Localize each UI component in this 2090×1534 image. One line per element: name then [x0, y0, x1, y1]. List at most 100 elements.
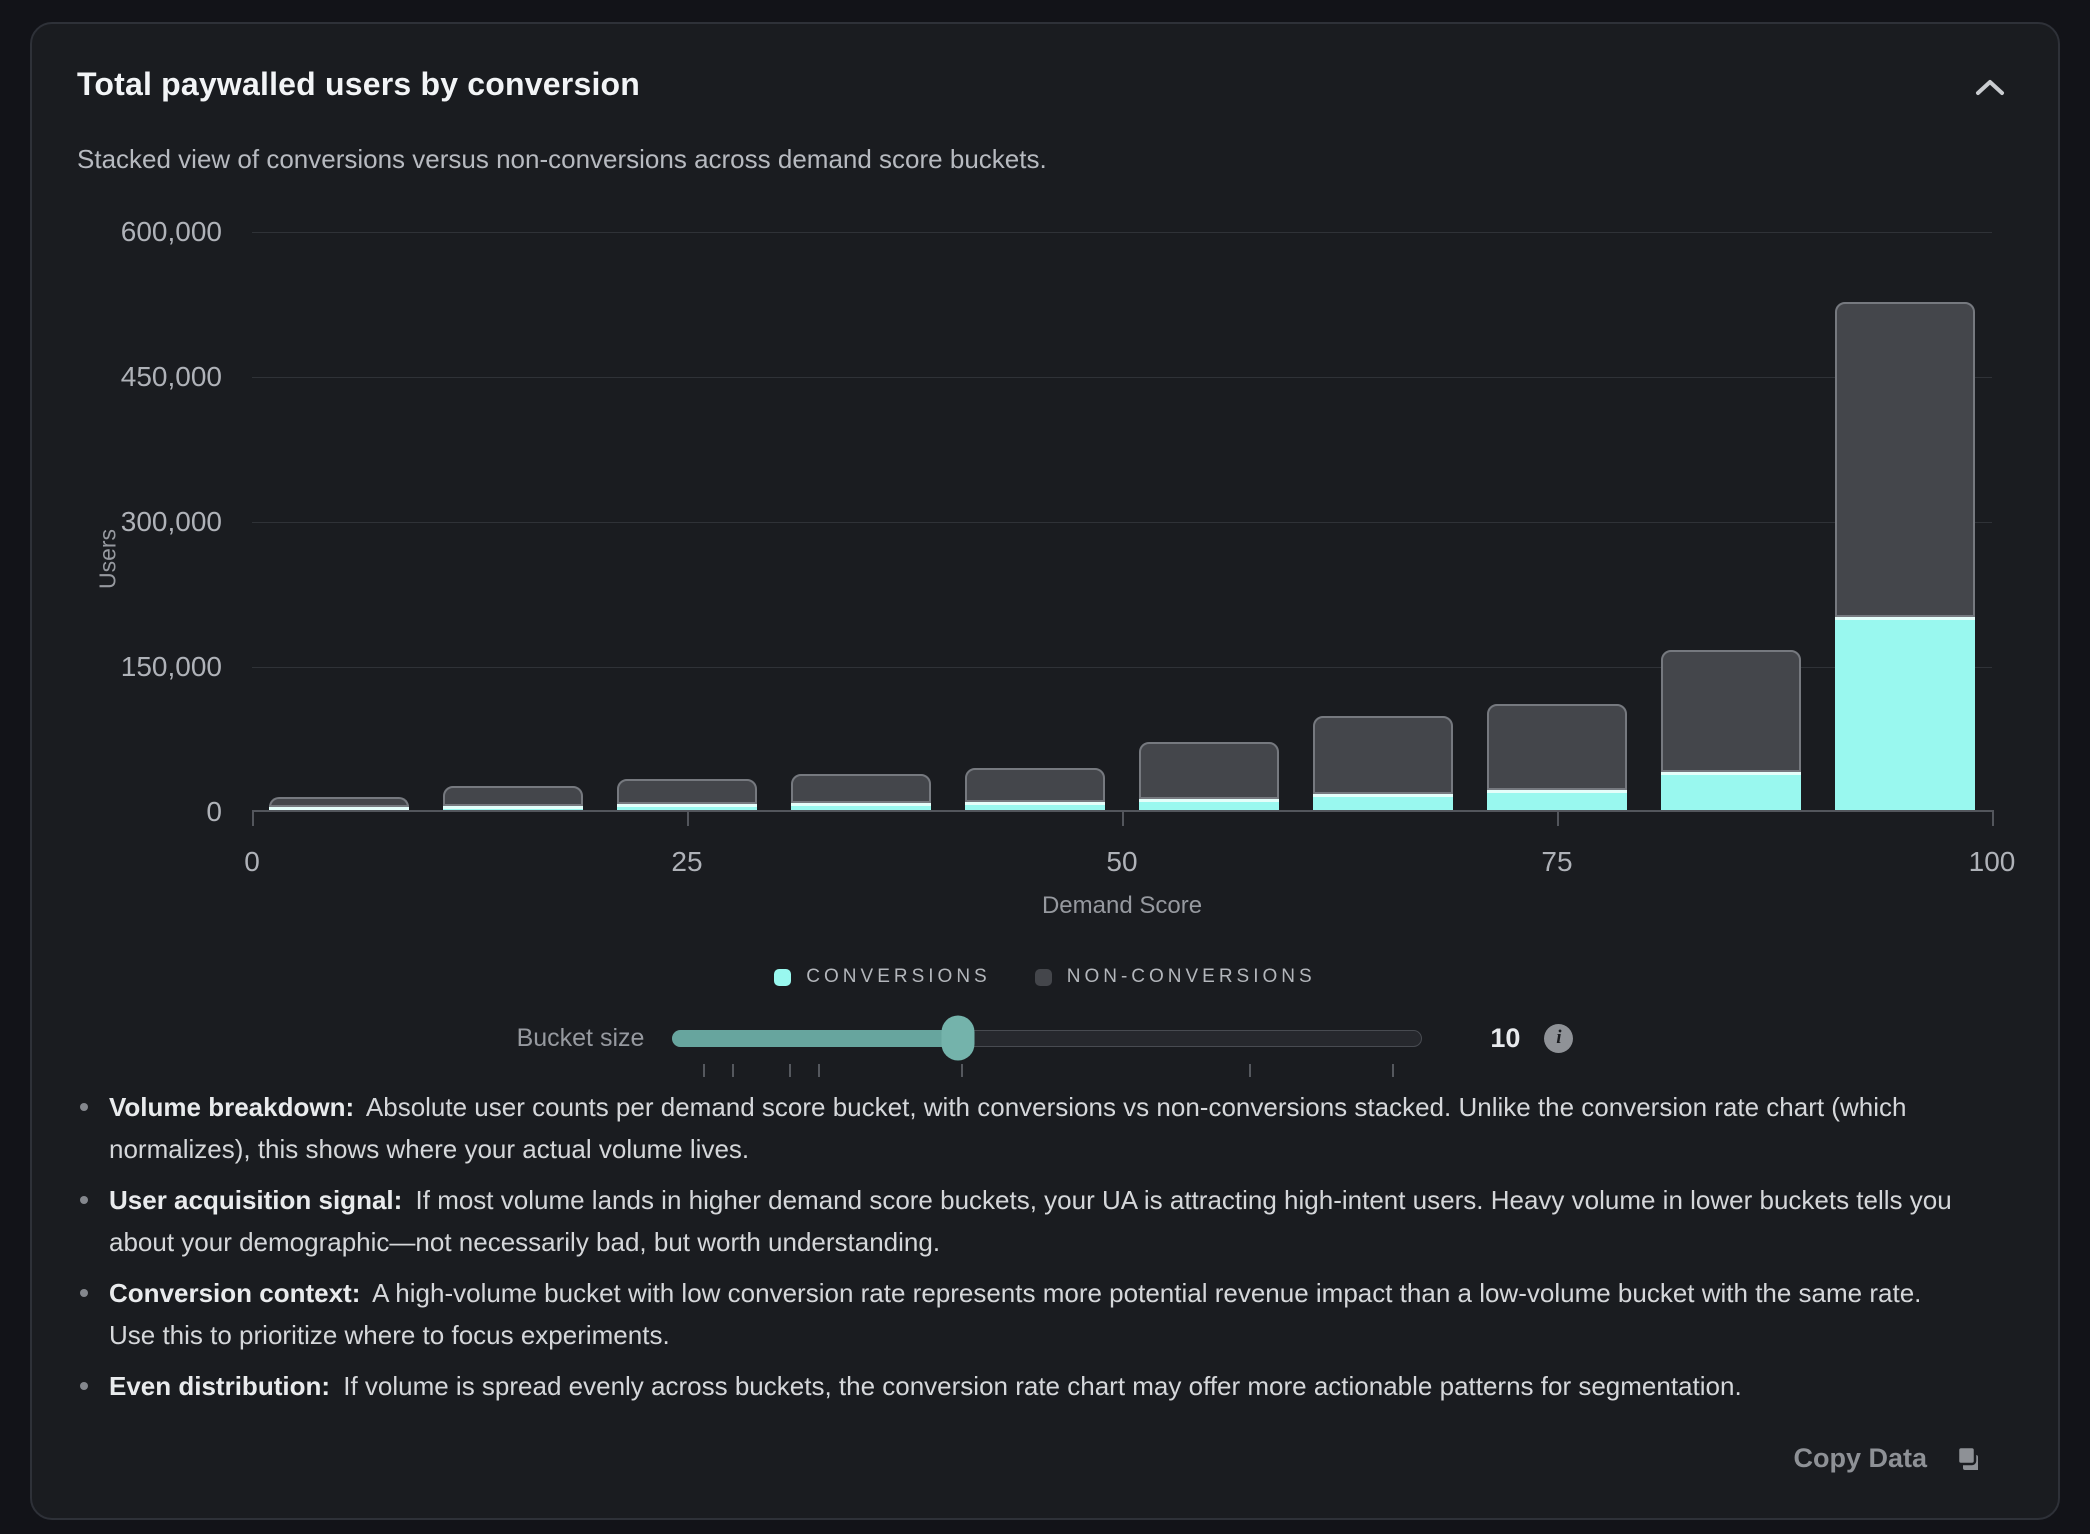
bar-segment-non-conversions [1661, 650, 1801, 772]
x-axis-line [252, 810, 1994, 812]
insight-text: Even distribution: If volume is spread e… [109, 1371, 1742, 1401]
plot-area [252, 232, 1992, 812]
insight-label: User acquisition signal: [109, 1185, 403, 1215]
legend-label: NON-CONVERSIONS [1066, 966, 1316, 987]
legend-item-non-conversions[interactable]: NON-CONVERSIONS [1034, 966, 1316, 988]
bar-segment-non-conversions [269, 797, 409, 808]
y-tick-label: 0 [206, 796, 222, 827]
bar-segment-conversions [269, 807, 409, 812]
legend-label: CONVERSIONS [806, 966, 991, 987]
bar-segment-non-conversions [1313, 716, 1453, 795]
conversions-swatch-icon [774, 968, 792, 986]
x-axis-tick [252, 812, 254, 826]
bar-group [269, 232, 409, 812]
bar-segment-non-conversions [443, 785, 583, 807]
bar-group [1835, 232, 1975, 812]
bar-group [1313, 232, 1453, 812]
y-tick-label: 600,000 [120, 216, 222, 247]
insight-item: Conversion context: A high-volume bucket… [80, 1272, 1958, 1356]
gridline [252, 667, 1992, 668]
bar-segment-conversions [965, 801, 1105, 812]
y-tick-label: 300,000 [120, 506, 222, 537]
bullet-dot [80, 1382, 88, 1390]
x-tick-label: 0 [244, 846, 260, 877]
insight-item: Even distribution: If volume is spread e… [80, 1365, 1958, 1407]
x-axis-tick [687, 812, 689, 826]
chevron-up-icon [1976, 80, 2004, 95]
page-title: Total paywalled users by conversion [77, 66, 641, 102]
bar-segment-non-conversions [1487, 703, 1627, 790]
bar-segment-conversions [443, 806, 583, 812]
bar-group [791, 232, 931, 812]
slider-fill [672, 1029, 957, 1047]
copy-data-button[interactable]: Copy Data [1793, 1443, 1984, 1474]
bar-segment-conversions [617, 803, 757, 812]
bar-segment-non-conversions [791, 774, 931, 803]
insight-text: Volume breakdown: Absolute user counts p… [109, 1092, 1907, 1164]
gridline [252, 522, 1992, 523]
slider-tick [961, 1063, 964, 1077]
bar-segment-conversions [1661, 771, 1801, 812]
x-axis-title: Demand Score [1041, 892, 1203, 919]
copy-icon [1956, 1445, 1978, 1470]
bucket-size-label: Bucket size [516, 1023, 645, 1052]
slider-tick [817, 1063, 820, 1077]
slider-tick [702, 1063, 705, 1077]
bar-segment-conversions [1487, 789, 1627, 812]
insight-label: Volume breakdown: [109, 1092, 355, 1122]
bar-segment-non-conversions [965, 768, 1105, 802]
bucket-size-control: Bucket size 10 i [32, 1014, 2058, 1077]
x-tick-label: 75 [1541, 846, 1573, 877]
insight-label: Even distribution: [109, 1371, 330, 1401]
x-tick-label: 25 [671, 846, 703, 877]
bar-segment-conversions [791, 802, 931, 812]
bar-segment-conversions [1139, 798, 1279, 812]
x-axis-tick [1992, 812, 1994, 826]
bar-group [617, 232, 757, 812]
y-tick-label: 450,000 [120, 361, 222, 392]
legend: CONVERSIONS NON-CONVERSIONS [32, 962, 2058, 992]
bar-group [1139, 232, 1279, 812]
bar-group [1487, 232, 1627, 812]
x-tick-label: 50 [1106, 846, 1138, 877]
chart-card: Total paywalled users by conversion Stac… [30, 22, 2060, 1520]
chart-subtitle: Stacked view of conversions versus non-c… [77, 144, 1047, 174]
bar-segment-conversions [1835, 617, 1975, 812]
insight-label: Conversion context: [109, 1278, 361, 1308]
y-tick-label: 150,000 [120, 651, 222, 682]
slider-tick [788, 1063, 791, 1077]
x-axis-tick [1122, 812, 1124, 826]
bullet-dot [80, 1289, 88, 1297]
bar-group [1661, 232, 1801, 812]
bar-segment-non-conversions [1139, 741, 1279, 799]
insight-text: Conversion context: A high-volume bucket… [109, 1278, 1922, 1350]
slider-tick [1392, 1063, 1395, 1077]
insight-item: Volume breakdown: Absolute user counts p… [80, 1086, 1958, 1170]
bucket-size-value: 10 [1490, 1022, 1521, 1053]
bar-segment-conversions [1313, 794, 1453, 812]
bullet-dot [80, 1196, 88, 1204]
insight-text: User acquisition signal: If most volume … [109, 1185, 1952, 1257]
x-axis-tick [1557, 812, 1559, 826]
x-tick-label: 100 [1968, 846, 2016, 877]
bar-group [965, 232, 1105, 812]
bar-segment-non-conversions [617, 779, 757, 804]
insights-list: Volume breakdown: Absolute user counts p… [80, 1086, 1958, 1416]
slider-tick [1248, 1063, 1251, 1077]
bar-segment-non-conversions [1835, 302, 1975, 618]
legend-item-conversions[interactable]: CONVERSIONS [774, 966, 990, 988]
gridline [252, 377, 1992, 378]
gridline [252, 232, 1992, 233]
bullet-dot [80, 1103, 88, 1111]
non-conversions-swatch-icon [1034, 968, 1052, 986]
slider-thumb[interactable] [941, 1015, 975, 1061]
insight-item: User acquisition signal: If most volume … [80, 1179, 1958, 1263]
copy-data-label: Copy Data [1793, 1443, 1927, 1473]
info-icon[interactable]: i [1544, 1023, 1574, 1053]
collapse-button[interactable] [1968, 70, 2012, 104]
bucket-size-slider[interactable] [672, 1015, 1423, 1077]
bar-group [443, 232, 583, 812]
y-axis-title: Users [94, 528, 121, 590]
slider-tick [731, 1063, 734, 1077]
